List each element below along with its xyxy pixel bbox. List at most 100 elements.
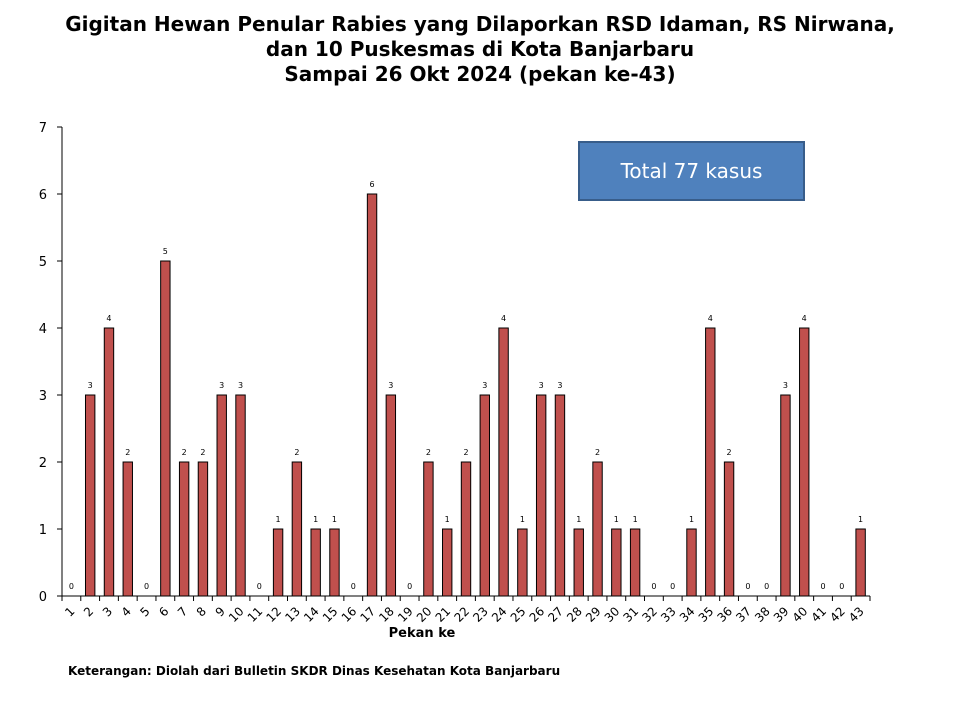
bars [84, 193, 866, 597]
data-label: 3 [539, 381, 544, 390]
bar [535, 394, 547, 597]
data-label: 1 [313, 515, 318, 524]
x-tick-label: 28 [564, 604, 585, 625]
bar [479, 394, 490, 597]
bar [799, 327, 810, 597]
data-label: 0 [69, 582, 74, 591]
data-label: 3 [557, 381, 562, 390]
x-tick-label: 19 [395, 604, 416, 625]
bar [554, 394, 566, 597]
data-label: 2 [595, 448, 600, 457]
x-tick-label: 37 [733, 604, 754, 625]
x-tick-label: 38 [752, 604, 773, 625]
x-tick-label: 21 [433, 604, 454, 625]
x-tick-label: 1 [62, 604, 77, 619]
bar [629, 528, 641, 597]
data-label: 0 [407, 582, 412, 591]
data-labels: 0 3 4 2 0 5 2 2 3 3 0 1 2 1 1 0 6 3 0 2 1 2 3 4 1 3 3 1 2 1 1 0 0 1 4 2 0 0 3 4… [69, 180, 863, 591]
x-tick-label: 11 [245, 604, 266, 625]
data-label: 0 [144, 582, 149, 591]
x-tick-label: 2 [81, 604, 96, 619]
data-label: 1 [576, 515, 581, 524]
data-label: 1 [520, 515, 525, 524]
x-tick-label: 17 [357, 604, 378, 625]
y-tick-label: 5 [39, 255, 47, 270]
y-tick-label: 7 [39, 121, 47, 136]
bar [498, 327, 509, 597]
y-tick-label: 1 [39, 523, 47, 538]
data-label: 0 [351, 582, 356, 591]
data-label: 1 [614, 515, 619, 524]
data-label: 2 [200, 448, 205, 457]
bar [855, 528, 866, 597]
x-tick-label: 32 [639, 604, 660, 625]
x-tick-label: 14 [301, 604, 322, 625]
x-tick-label: 31 [621, 604, 642, 625]
data-label: 1 [633, 515, 638, 524]
x-tick-label: 8 [194, 604, 209, 619]
data-label: 3 [482, 381, 487, 390]
data-label: 4 [106, 314, 111, 323]
x-tick-label: 43 [846, 604, 867, 625]
chart-title: Gigitan Hewan Penular Rabies yang Dilapo… [0, 12, 960, 87]
bar [310, 528, 321, 597]
data-label: 2 [727, 448, 732, 457]
data-label: 1 [332, 515, 337, 524]
bar [103, 327, 115, 597]
bar [442, 528, 453, 597]
x-tick-label: 20 [414, 604, 435, 625]
bar [366, 193, 378, 597]
x-tick-label: 41 [808, 604, 829, 625]
data-label: 0 [764, 582, 769, 591]
x-tick-label: 30 [602, 604, 623, 625]
bar [780, 394, 791, 597]
bar [160, 260, 171, 597]
bar [611, 528, 622, 597]
bar [705, 327, 716, 597]
data-label: 3 [219, 381, 224, 390]
y-tick-label: 6 [39, 188, 47, 203]
x-tick-label: 24 [489, 604, 510, 625]
x-tick-label: 6 [156, 604, 171, 619]
data-label: 2 [294, 448, 299, 457]
x-axis-label: Pekan ke [389, 626, 456, 641]
data-label: 1 [445, 515, 450, 524]
bar [178, 461, 190, 597]
data-label: 6 [369, 180, 374, 189]
x-tick-label: 22 [451, 604, 472, 625]
data-label: 2 [426, 448, 431, 457]
bar [291, 461, 303, 597]
data-label: 5 [163, 247, 168, 256]
x-tick-label: 9 [213, 604, 228, 619]
x-tick-label: 12 [264, 604, 285, 625]
bar [592, 461, 603, 597]
total-cases-label: Total 77 kasus [620, 159, 763, 183]
x-tick-label: 27 [545, 604, 566, 625]
data-label: 1 [276, 515, 281, 524]
x-tick-label: 40 [790, 604, 811, 625]
total-cases-box: Total 77 kasus [578, 141, 805, 201]
data-label: 0 [839, 582, 844, 591]
x-tick-label: 23 [470, 604, 491, 625]
data-label: 0 [257, 582, 262, 591]
data-label: 4 [802, 314, 807, 323]
y-tick-label: 3 [39, 389, 47, 404]
x-tick-label: 4 [119, 604, 134, 619]
data-label: 3 [88, 381, 93, 390]
bar [423, 461, 434, 597]
bar [573, 528, 584, 597]
x-tick-label: 5 [137, 604, 152, 619]
x-tick-label: 26 [527, 604, 548, 625]
data-label: 2 [125, 448, 130, 457]
data-label: 1 [689, 515, 694, 524]
y-tick-label: 0 [39, 590, 47, 605]
x-tick-label: 42 [827, 604, 848, 625]
data-label: 0 [745, 582, 750, 591]
x-tick-label: 7 [175, 604, 190, 619]
data-label: 0 [820, 582, 825, 591]
y-axis: 0 1 2 3 4 5 6 7 [39, 121, 63, 605]
bar [216, 394, 227, 597]
x-tick-label: 13 [282, 604, 303, 625]
data-label: 4 [501, 314, 506, 323]
